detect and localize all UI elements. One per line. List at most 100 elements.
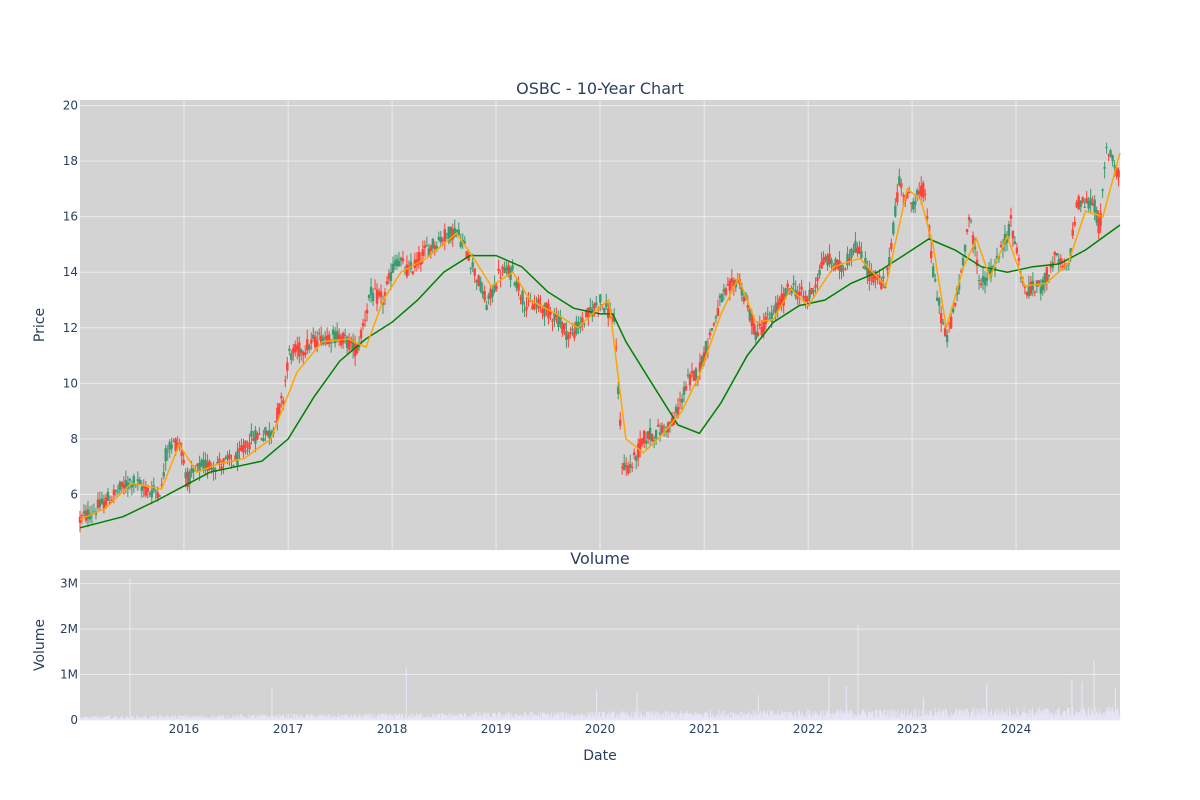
volume-bar: [613, 711, 615, 720]
volume-bar: [172, 718, 174, 720]
volume-bar: [306, 714, 308, 720]
candle-body: [922, 183, 925, 198]
candle-body: [288, 348, 291, 351]
volume-bar: [336, 716, 338, 720]
volume-bar: [397, 715, 399, 720]
candle-body: [511, 265, 514, 270]
volume-bar: [833, 712, 835, 720]
candle-body: [471, 262, 474, 268]
volume-bar: [187, 715, 189, 720]
volume-bar: [721, 710, 723, 720]
volume-bar: [1091, 712, 1093, 720]
volume-bar: [701, 716, 703, 720]
volume-bar: [304, 718, 306, 720]
candle-body: [824, 256, 827, 261]
volume-bar: [259, 716, 261, 720]
volume-bar: [168, 716, 170, 720]
volume-bar: [92, 717, 94, 720]
volume-bar: [657, 712, 659, 720]
volume-bar: [686, 710, 688, 720]
volume-bar: [755, 709, 757, 720]
volume-bar: [1024, 713, 1026, 720]
candle-body: [890, 242, 893, 249]
volume-bar: [1049, 714, 1051, 720]
volume-bar: [1076, 712, 1078, 720]
volume-bar: [823, 717, 825, 720]
candle-body: [896, 192, 899, 203]
volume-bar: [519, 715, 521, 720]
candle-body: [750, 313, 753, 326]
candle-body: [547, 304, 550, 319]
x-tick: 2016: [169, 722, 200, 736]
candle-body: [212, 467, 215, 472]
volume-bar: [799, 714, 801, 720]
volume-bar: [415, 716, 417, 720]
volume-bar: [612, 711, 614, 720]
candle-body: [565, 330, 568, 340]
candle-body: [294, 344, 297, 353]
candle-body: [784, 288, 787, 297]
volume-bar: [832, 714, 834, 720]
volume-bar: [362, 716, 364, 720]
volume-bar: [713, 715, 715, 720]
volume-bar: [199, 716, 201, 720]
volume-bar: [810, 716, 812, 720]
volume-bar: [742, 715, 744, 720]
volume-bar: [179, 715, 181, 720]
volume-bar: [216, 716, 218, 720]
candle-body: [1013, 241, 1017, 245]
volume-bar: [528, 714, 530, 720]
volume-bar: [748, 710, 750, 720]
candle-body: [690, 370, 694, 374]
volume-bar: [929, 709, 931, 720]
volume-bar: [370, 717, 372, 720]
candle-body: [435, 246, 439, 250]
volume-bar: [218, 715, 220, 720]
volume-bar: [975, 708, 977, 720]
candle-body: [298, 342, 301, 357]
candle-body: [1079, 201, 1082, 207]
volume-bar: [621, 712, 623, 720]
volume-bar: [739, 717, 741, 720]
volume-bar: [762, 713, 764, 720]
volume-bar: [877, 715, 879, 720]
candle-body: [672, 420, 676, 425]
volume-bar: [147, 718, 149, 720]
volume-bar: [766, 712, 768, 720]
volume-bar: [411, 717, 413, 720]
candle-body: [264, 427, 267, 435]
volume-bar: [795, 712, 797, 720]
candle-body: [431, 239, 435, 249]
volume-bar: [960, 710, 962, 720]
candle-body: [318, 332, 321, 334]
candle-body: [688, 374, 692, 386]
volume-bar: [376, 715, 378, 720]
volume-bar: [422, 718, 424, 720]
volume-bar: [805, 712, 807, 720]
volume-bar: [1060, 716, 1062, 720]
volume-bar: [434, 717, 436, 720]
volume-bar: [511, 716, 513, 720]
volume-bar: [855, 715, 857, 720]
volume-bar: [1050, 712, 1052, 720]
volume-bar: [563, 711, 565, 720]
volume-bar: [472, 713, 474, 720]
volume-bar: [844, 714, 846, 720]
volume-bar: [625, 715, 627, 720]
volume-bar: [897, 717, 899, 720]
candle-body: [300, 349, 303, 353]
volume-bar: [301, 715, 303, 720]
candle-body: [623, 462, 626, 471]
volume-bar: [474, 715, 476, 720]
candle-body: [615, 347, 618, 349]
volume-bar: [531, 712, 533, 720]
x-tick: 2023: [897, 722, 928, 736]
candle-body: [1091, 203, 1094, 206]
volume-bar: [926, 715, 928, 720]
volume-bar: [1044, 708, 1046, 720]
candle-body: [860, 251, 863, 259]
volume-bar: [804, 716, 806, 720]
candle-body: [991, 266, 995, 268]
volume-bar: [391, 716, 393, 720]
volume-bar: [420, 715, 422, 720]
